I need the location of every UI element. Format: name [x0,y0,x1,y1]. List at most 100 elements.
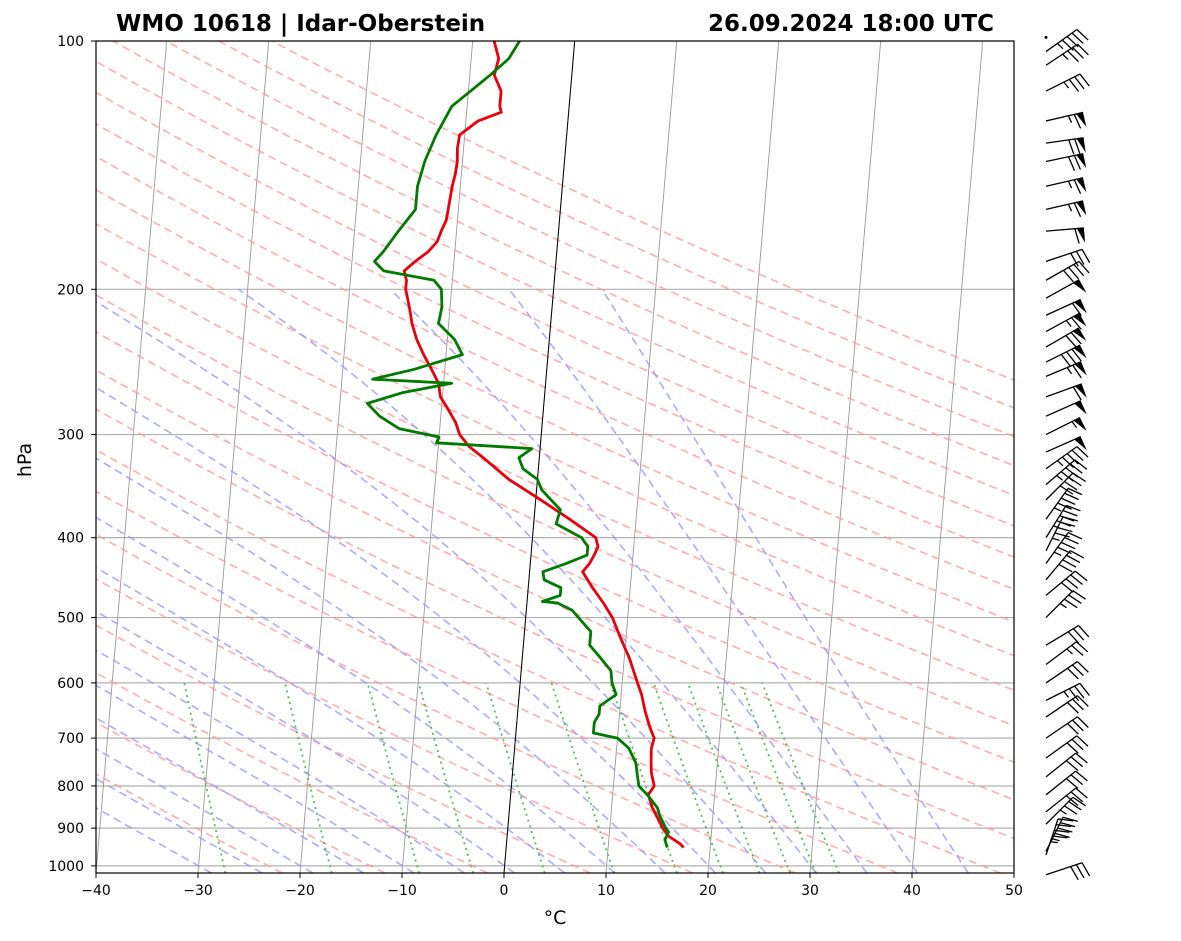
wind-barb-pennant [1073,417,1087,431]
wind-barb [1045,28,1089,53]
dewpoint-line [366,41,670,848]
wind-barb [1045,43,1089,66]
wind-barb-shaft [1045,682,1081,701]
wind-barbs [1044,28,1091,881]
wind-barb-half-flag [1066,367,1073,375]
wind-barb-flag [1057,827,1073,833]
wind-barb-flag [1079,682,1090,696]
wind-barb [1045,695,1089,718]
mixing-ratio-line [739,682,817,873]
moist-adiabat [508,288,919,873]
wind-barb [1045,532,1083,564]
wind-barb-flag [1070,252,1079,267]
dry-adiabat [96,369,1014,801]
wind-barb-flag [1068,266,1080,280]
wind-barb-flag [1072,47,1084,59]
mixing-ratio-line [183,682,227,873]
sounding-traces [366,41,685,849]
wind-barb-pennant [1076,153,1087,169]
wind-barb-flag [1062,509,1078,517]
wind-barb-flag [1075,864,1085,879]
dry-adiabat [96,123,1014,559]
mixing-ratio-line [761,682,840,873]
wind-barb [1045,682,1090,702]
wind-barb-shaft [1045,28,1078,53]
zero-isotherm [503,41,576,873]
wind-barb-flag [1072,698,1084,711]
y-tick-label: 900 [57,821,84,837]
wind-barb-flag [1064,598,1078,609]
wind-barb [1045,816,1078,852]
wind-barb-flag [1071,348,1082,362]
wind-barb-half-flag [1059,602,1067,609]
temperature-line [402,41,685,849]
wind-barb-pennant [1074,436,1087,451]
wind-barb-flag [1066,351,1077,365]
wind-barb-flag [1072,590,1086,600]
wind-barb [1045,752,1088,778]
dry-adiabat [165,41,1014,438]
wind-barb [1045,436,1087,453]
wind-barb-flag [1058,563,1073,573]
wind-barb-pennant [1073,345,1087,359]
wind-barb-flag [1059,514,1075,522]
wind-barb-flag [1062,559,1077,568]
wind-barb-flag [1070,866,1079,881]
wind-barb-shaft [1045,137,1084,144]
wind-barb-flag [1065,795,1079,806]
wind-barb-half-flag [1066,648,1073,655]
wind-barb-flag [1064,480,1078,491]
wind-barb-flag [1070,550,1085,559]
wind-barb [1045,446,1089,470]
wind-barb-flag [1064,536,1079,545]
wind-barb-flag [1068,79,1080,92]
dry-adiabat [96,331,1014,764]
wind-barb-flag [1056,520,1072,527]
wind-barb-flag [1074,138,1081,154]
wind-barb-flag [1069,463,1083,474]
wind-barb-flag [1071,644,1084,657]
wind-barb [1045,111,1087,129]
x-tick-label: −10 [387,883,417,899]
wind-barb-pennant [1076,137,1086,153]
wind-barb-flag [1078,260,1090,274]
wind-barb [1045,383,1087,401]
wind-barb-flag [1065,504,1081,512]
wind-barb-shaft [1045,695,1078,718]
wind-barb-flag [1075,770,1088,782]
wind-barb [1045,735,1089,759]
y-tick-label: 1000 [48,859,84,875]
wind-barb-shaft [1045,327,1080,348]
y-tick-label: 100 [57,34,84,50]
y-tick-label: 200 [57,282,84,298]
wind-barb-flag [1068,139,1075,155]
y-axis-ticks: 100 200 300 400 500 600 700 800 900 1000 [48,34,96,875]
dry-adiabat [96,91,1014,527]
wind-barb-half-flag [1053,507,1062,512]
wind-barb-shaft [1045,532,1069,564]
dry-adiabat [96,223,1014,657]
y-tick-label: 800 [57,779,84,795]
wind-barb-shaft [1045,505,1067,538]
wind-barb-shaft [1045,787,1077,813]
x-tick-label: −30 [183,883,213,899]
wind-barb-shaft [1045,260,1080,281]
wind-barb [1045,787,1088,813]
wind-barb [1045,641,1089,666]
wind-barb-shaft [1045,590,1074,619]
wind-barb-flag [1065,467,1079,478]
wind-barb-flag [1072,364,1082,379]
wind-barb-flag [1068,688,1080,702]
background-grid [96,41,1014,873]
wind-barb-pennant [1074,400,1087,415]
wind-barb-half-flag [1071,421,1078,429]
wind-barb-half-flag [1053,551,1062,556]
wind-barb-shaft [1045,660,1078,684]
isotherm-line [299,41,372,873]
wind-barb-flag [1060,541,1076,550]
chart-title-station: WMO 10618 | Idar-Oberstein [116,11,485,37]
moist-adiabat [238,288,817,873]
wind-barb [1045,504,1081,538]
wind-barb [1045,227,1086,244]
wind-barb-flag [1072,628,1085,641]
